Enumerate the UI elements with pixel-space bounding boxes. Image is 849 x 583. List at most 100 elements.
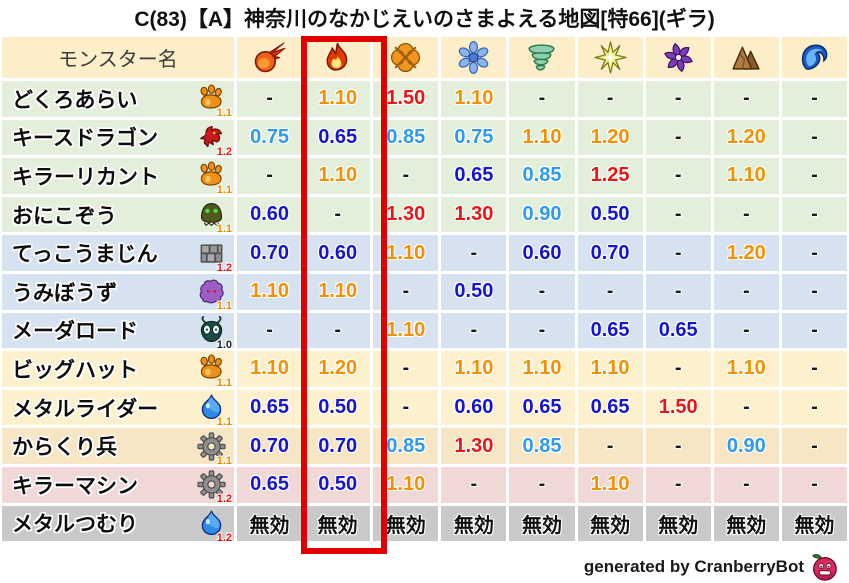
resistance-cell: 1.30 <box>373 196 439 233</box>
resistance-cell: 無効 <box>305 505 371 542</box>
resistance-cell: - <box>781 235 847 271</box>
resistance-cell: 1.10 <box>441 81 507 117</box>
flame-icon <box>321 41 354 74</box>
resistance-cell: - <box>577 273 643 310</box>
element-header-cell <box>577 37 643 78</box>
resistance-cell: 0.90 <box>713 428 779 464</box>
resistance-cell: 1.10 <box>373 466 439 503</box>
monster-level-badge: 1.1 <box>216 454 232 464</box>
resistance-cell: 0.50 <box>441 273 507 310</box>
resistance-cell: 0.65 <box>237 389 303 426</box>
bug-icon: 1.0 <box>197 315 232 348</box>
resistance-cell: 無効 <box>713 505 779 542</box>
resistance-cell: 0.85 <box>373 428 439 464</box>
resistance-cell: - <box>509 81 575 117</box>
blob-icon: 1.1 <box>197 277 232 310</box>
monster-name-cell: どくろあらい 1.1 <box>2 81 234 117</box>
resistance-cell: - <box>645 81 711 117</box>
resistance-cell: - <box>441 235 507 271</box>
resistance-cell: - <box>305 196 371 233</box>
monster-name: キースドラゴン <box>12 127 158 151</box>
resistance-cell: 0.50 <box>305 466 371 503</box>
monster-name: キラーマシン <box>12 474 138 498</box>
page-title: C(83)【A】神奈川のなかじえいのさまよえる地図[特66](ギラ) <box>134 8 715 31</box>
monster-level-badge: 1.2 <box>216 493 232 503</box>
element-header-cell <box>645 37 711 78</box>
resistance-cell: 1.20 <box>713 235 779 271</box>
resistance-cell: 1.10 <box>509 351 575 387</box>
resistance-cell: - <box>645 351 711 387</box>
starburst-icon <box>594 41 627 74</box>
resistance-cell: - <box>713 312 779 349</box>
resistance-cell: 1.10 <box>373 312 439 349</box>
mountain-icon <box>730 41 763 74</box>
resistance-cell: 0.60 <box>509 235 575 271</box>
resistance-cell: - <box>713 273 779 310</box>
resistance-cell: - <box>781 389 847 426</box>
helmet-icon: 1.1 <box>197 200 232 232</box>
resistance-cell: 1.10 <box>713 351 779 387</box>
resistance-cell: - <box>441 466 507 503</box>
resistance-cell: - <box>645 428 711 464</box>
slime-icon: 1.2 <box>197 509 232 541</box>
monster-level-badge: 1.2 <box>216 145 232 156</box>
resistance-cell: - <box>645 158 711 194</box>
resistance-cell: 1.10 <box>305 158 371 194</box>
monster-name-cell: キラーリカント 1.1 <box>2 158 234 194</box>
resistance-cell: - <box>577 428 643 464</box>
resistance-cell: - <box>373 158 439 194</box>
resistance-cell: - <box>441 312 507 349</box>
resistance-cell: - <box>237 158 303 194</box>
resistance-cell: 1.10 <box>237 273 303 310</box>
monster-name-column-header: モンスター名 <box>2 37 234 78</box>
resistance-cell: 1.10 <box>237 351 303 387</box>
element-header-cell <box>781 37 847 78</box>
snowflake-icon <box>457 41 490 74</box>
resistance-cell: - <box>781 351 847 387</box>
resistance-cell: 1.30 <box>441 428 507 464</box>
resistance-cell: 1.20 <box>305 351 371 387</box>
resistance-cell: - <box>577 81 643 117</box>
monster-level-badge: 1.1 <box>216 416 232 426</box>
resistance-cell: 0.70 <box>237 428 303 464</box>
resistance-cell: 0.65 <box>509 389 575 426</box>
element-header-cell <box>373 37 439 78</box>
element-header-cell <box>509 37 575 78</box>
monster-name-cell: てっこうまじん 1.2 <box>2 235 234 271</box>
monster-level-badge: 1.1 <box>216 107 232 117</box>
monster-level-badge: 1.2 <box>216 261 232 271</box>
resistance-table: モンスター名 どくろあらい 1.1-1.10 1.50 1.10- - - - - キースドラゴ… <box>2 37 847 542</box>
resistance-cell: 0.75 <box>237 119 303 156</box>
resistance-cell: - <box>781 466 847 503</box>
resistance-cell: 0.65 <box>577 312 643 349</box>
resistance-cell: - <box>781 196 847 233</box>
resistance-cell: 1.50 <box>645 389 711 426</box>
resistance-cell: 0.70 <box>577 235 643 271</box>
monster-level-badge: 1.1 <box>216 377 232 387</box>
resistance-cell: 無効 <box>373 505 439 542</box>
paw-icon: 1.1 <box>197 84 232 117</box>
resistance-cell: 0.65 <box>305 119 371 156</box>
element-header-cell <box>305 37 371 78</box>
resistance-cell: - <box>645 196 711 233</box>
slime-icon: 1.1 <box>197 393 232 425</box>
resistance-cell: - <box>645 235 711 271</box>
resistance-cell: 1.10 <box>305 81 371 117</box>
resistance-cell: - <box>509 273 575 310</box>
resistance-cell: - <box>713 466 779 503</box>
dragon-icon: 1.2 <box>197 123 232 155</box>
resistance-cell: - <box>509 312 575 349</box>
monster-name: キラーリカント <box>12 165 159 189</box>
resistance-cell: 0.85 <box>509 158 575 194</box>
tornado-icon <box>525 41 558 74</box>
resistance-cell: - <box>373 351 439 387</box>
resistance-cell: - <box>713 81 779 117</box>
monster-name-cell: メタルつむり 1.2 <box>2 505 234 542</box>
monster-name-cell: からくり兵 1.1 <box>2 428 234 464</box>
resistance-cell: - <box>373 273 439 310</box>
resistance-cell: 1.10 <box>305 273 371 310</box>
resistance-cell: 1.20 <box>713 119 779 156</box>
resistance-cell: 1.25 <box>577 158 643 194</box>
resistance-cell: 0.70 <box>305 428 371 464</box>
monster-level-badge: 1.1 <box>216 184 232 194</box>
